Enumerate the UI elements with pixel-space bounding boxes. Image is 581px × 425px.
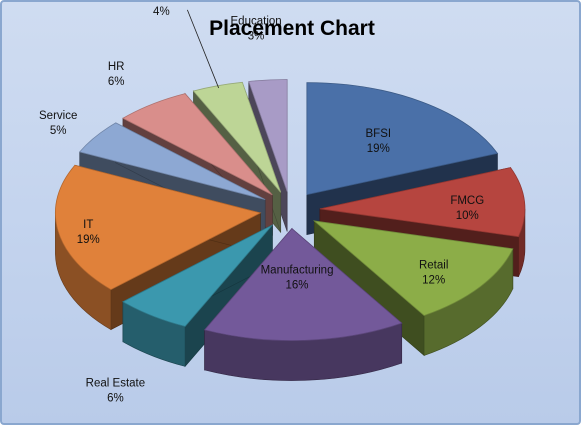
slice-percent-it: 19% <box>77 234 100 246</box>
slice-percent-education: 3% <box>248 31 265 43</box>
slice-label-real-estate: Real Estate <box>86 378 145 390</box>
chart-title: Placement Chart <box>209 17 375 40</box>
slice-label-fmcg: FMCG <box>450 195 484 207</box>
slice-label-semi-govt: Semi- Govt. <box>131 2 192 3</box>
leader-line-semi-govt <box>187 9 220 89</box>
slice-percent-retail: 12% <box>422 274 445 286</box>
slice-percent-bfsi: 19% <box>367 143 390 155</box>
slice-label-it: IT <box>83 219 93 231</box>
slice-label-service: Service <box>39 110 77 122</box>
slice-label-retail: Retail <box>419 259 448 271</box>
slice-percent-real-estate: 6% <box>107 393 124 405</box>
slice-real-estate <box>122 224 273 368</box>
slice-percent-manufacturing: 16% <box>286 279 309 291</box>
labels-layer: BFSI 19% FMCG 10% Retail 12% Manufacturing 16% R… <box>39 2 484 405</box>
slice-manufacturing <box>203 227 403 381</box>
slice-percent-fmcg: 10% <box>456 210 479 222</box>
slice-percent-hr: 6% <box>108 76 125 88</box>
slice-label-manufacturing: Manufacturing <box>261 264 334 276</box>
slice-label-bfsi: BFSI <box>366 128 392 140</box>
slice-percent-service: 5% <box>50 125 67 137</box>
slices-layer <box>54 79 526 381</box>
slice-label-education: Education <box>231 16 282 28</box>
slice-label-hr: HR <box>108 61 125 73</box>
slice-percent-semi-govt: 4% <box>153 6 170 18</box>
